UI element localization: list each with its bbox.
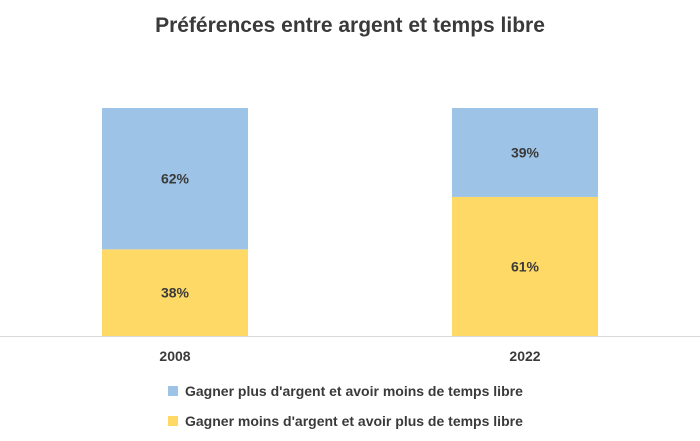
data-label-2022-series-1: 39%: [511, 144, 540, 160]
chart-title: Préférences entre argent et temps libre: [155, 14, 545, 37]
data-label-2022-series-0: 61%: [511, 258, 540, 274]
bar-2022-series-1: [452, 108, 598, 197]
data-label-2008-series-0: 38%: [161, 285, 190, 301]
legend-item-more-money: Gagner plus d'argent et avoir moins de t…: [168, 376, 523, 406]
x-tick-label-2008: 2008: [159, 348, 190, 364]
legend-item-more-time: Gagner moins d'argent et avoir plus de t…: [168, 406, 523, 436]
chart-legend: Gagner plus d'argent et avoir moins de t…: [168, 376, 523, 436]
bar-2022-series-0: [452, 196, 598, 336]
bar-2008-series-1: [102, 108, 248, 250]
legend-label-more-money: Gagner plus d'argent et avoir moins de t…: [185, 383, 523, 399]
data-label-2008-series-1: 62%: [161, 171, 190, 187]
bar-2008-series-0: [102, 249, 248, 336]
x-tick-label-2022: 2022: [509, 348, 540, 364]
legend-swatch-more-time: [168, 416, 178, 426]
legend-label-more-time: Gagner moins d'argent et avoir plus de t…: [185, 413, 523, 429]
legend-swatch-more-money: [168, 386, 178, 396]
